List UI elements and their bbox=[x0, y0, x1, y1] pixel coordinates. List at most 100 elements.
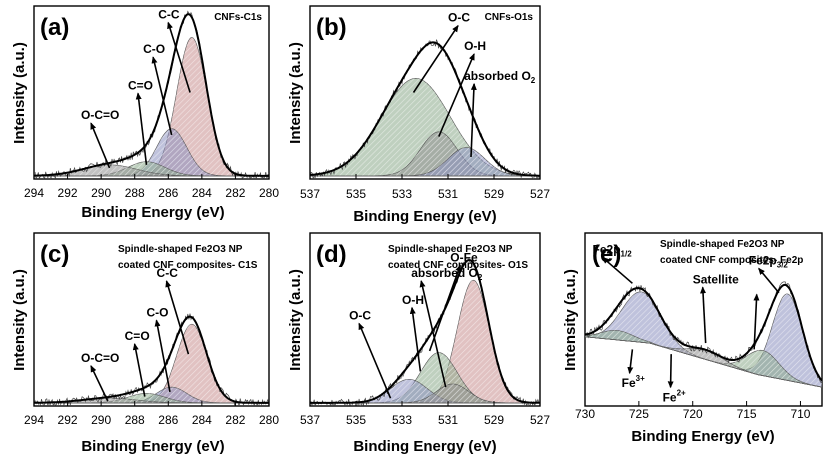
annotation-label: Satellite bbox=[693, 272, 739, 286]
panel-c-title2: coated CNF composites- C1S bbox=[118, 260, 258, 271]
panel-label-a: (a) bbox=[40, 14, 69, 41]
x-tick-label: 715 bbox=[737, 407, 757, 421]
annotation-arrow bbox=[753, 293, 760, 350]
peak-hatch bbox=[310, 379, 540, 403]
x-tick-label: 282 bbox=[225, 186, 245, 200]
fitted-envelope bbox=[585, 283, 822, 382]
panel-b-xlabel: Binding Energy (eV) bbox=[353, 208, 496, 225]
panel-c-xlabel: Binding Energy (eV) bbox=[81, 438, 224, 455]
panel-e-ylabel: Intensity (a.u.) bbox=[562, 269, 579, 371]
annotation-arrow bbox=[412, 24, 459, 93]
x-tick-label: 288 bbox=[125, 413, 145, 427]
x-tick-label: 527 bbox=[530, 187, 550, 201]
panel-c-frame bbox=[33, 232, 270, 407]
annotation-label: C-O bbox=[146, 305, 168, 319]
peak-hatch bbox=[310, 78, 540, 176]
annotation-arrow bbox=[151, 56, 173, 136]
panel-a-title: CNFs-C1s bbox=[214, 12, 262, 23]
peak-hatch bbox=[310, 131, 540, 176]
x-tick-label: 533 bbox=[392, 413, 412, 427]
peak-hatch bbox=[34, 324, 269, 403]
panel-d-xlabel: Binding Energy (eV) bbox=[353, 438, 496, 455]
annotation-arrow bbox=[90, 122, 111, 169]
panel-d-ylabel: Intensity (a.u.) bbox=[287, 269, 304, 371]
peak-hatch bbox=[310, 147, 540, 176]
peak-hatch bbox=[310, 352, 540, 403]
peak-hatch bbox=[34, 37, 269, 176]
x-tick-label: 535 bbox=[346, 187, 366, 201]
x-tick-label: 294 bbox=[24, 186, 44, 200]
peak-hatch bbox=[585, 330, 822, 388]
panel-e-title: Spindle-shaped Fe2O3 NP bbox=[660, 239, 785, 250]
annotation-label: absorbed O2 bbox=[464, 69, 536, 85]
x-tick-label: 725 bbox=[629, 407, 649, 421]
x-tick-label: 294 bbox=[24, 413, 44, 427]
panel-b-ylabel: Intensity (a.u.) bbox=[287, 42, 304, 144]
annotation-arrow bbox=[90, 365, 109, 402]
x-tick-label: 286 bbox=[158, 413, 178, 427]
annotation-label: C-C bbox=[157, 266, 179, 280]
annotation-arrow bbox=[165, 280, 190, 355]
panel-label-c: (c) bbox=[40, 241, 69, 268]
x-tick-label: 730 bbox=[575, 407, 595, 421]
x-tick-label: 720 bbox=[683, 407, 703, 421]
annotation-arrow bbox=[419, 280, 447, 388]
annotation-arrow bbox=[154, 319, 171, 392]
panel-label-b: (b) bbox=[316, 14, 347, 41]
panel-e-xlabel: Binding Energy (eV) bbox=[631, 428, 774, 445]
panel-b-title: CNFs-O1s bbox=[485, 12, 534, 23]
annotation-arrow bbox=[667, 354, 674, 389]
fitted-envelope bbox=[310, 41, 540, 177]
annotation-arrow bbox=[470, 82, 477, 158]
peak-hatch bbox=[34, 393, 269, 403]
panel-c-title: Spindle-shaped Fe2O3 NP bbox=[118, 244, 243, 255]
annotation-arrow bbox=[135, 92, 148, 165]
fitted-envelope bbox=[34, 315, 269, 404]
panel-a-frame bbox=[33, 5, 270, 180]
background-line bbox=[585, 336, 822, 388]
peak-hatch bbox=[310, 280, 540, 403]
x-tick-label: 292 bbox=[58, 186, 78, 200]
annotation-label: O-C bbox=[349, 309, 371, 323]
x-tick-label: 531 bbox=[438, 187, 458, 201]
x-tick-label: 288 bbox=[125, 186, 145, 200]
x-tick-label: 280 bbox=[259, 413, 279, 427]
annotation-arrow bbox=[409, 306, 422, 372]
peak-hatch bbox=[310, 384, 540, 403]
annotation-label: O-Fe bbox=[450, 250, 478, 264]
x-tick-label: 284 bbox=[192, 186, 212, 200]
annotation-label: C-O bbox=[143, 42, 165, 56]
annotation-label: O-H bbox=[464, 39, 486, 53]
fitted-envelope bbox=[34, 13, 269, 177]
annotation-label: absorbed O2 bbox=[411, 266, 483, 282]
fitted-envelope bbox=[310, 259, 540, 404]
panel-c-plot: 294 292 290 288 286 284 282 280 C-C C-O C=O O-C=O bbox=[24, 266, 279, 427]
x-tick-label: 533 bbox=[392, 187, 412, 201]
x-tick-label: 537 bbox=[300, 413, 320, 427]
annotation-arrow bbox=[627, 349, 634, 375]
x-tick-label: 529 bbox=[484, 413, 504, 427]
panel-d-title: Spindle-shaped Fe2O3 NP bbox=[388, 244, 513, 255]
panel-b-plot: 537 535 533 531 529 527 O-C O-H absorbed O2 bbox=[300, 11, 550, 201]
annotation-arrow bbox=[167, 21, 191, 93]
panel-a-plot: 294 292 290 288 286 284 282 280 C-C C-O C=O O-C=O bbox=[24, 8, 279, 200]
x-tick-label: 537 bbox=[300, 187, 320, 201]
peak-hatch bbox=[585, 291, 822, 388]
peak-hatch bbox=[34, 161, 269, 176]
annotation-label: O-H bbox=[402, 293, 424, 307]
panel-e-title2: coated CNF composites- Fe2p bbox=[660, 255, 803, 266]
x-tick-label: 280 bbox=[259, 186, 279, 200]
panel-a-ylabel: Intensity (a.u.) bbox=[11, 42, 28, 144]
panel-d-title2: coated CNF composites- O1S bbox=[388, 260, 528, 271]
peak-hatch bbox=[585, 336, 822, 388]
panel-label-d: (d) bbox=[316, 241, 347, 268]
x-tick-label: 710 bbox=[790, 407, 810, 421]
annotation-arrow bbox=[358, 322, 392, 399]
x-tick-label: 531 bbox=[438, 413, 458, 427]
annotation-arrow bbox=[601, 256, 633, 284]
panel-c-ylabel: Intensity (a.u.) bbox=[11, 269, 28, 371]
x-tick-label: 286 bbox=[158, 186, 178, 200]
x-tick-label: 527 bbox=[530, 413, 550, 427]
